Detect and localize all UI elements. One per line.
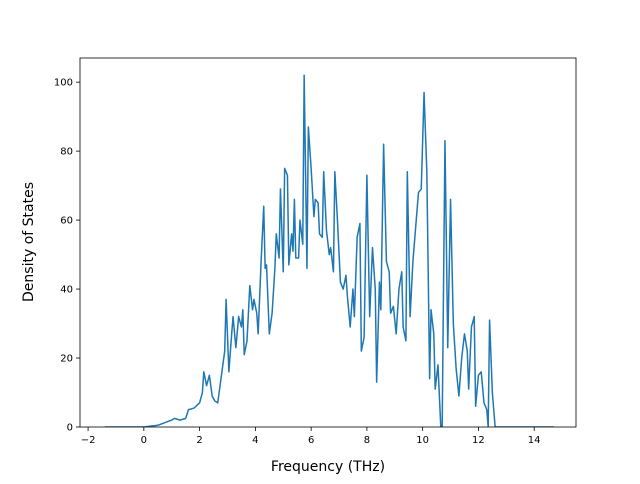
y-tick-label: 100 bbox=[54, 78, 73, 89]
x-tick-label: −2 bbox=[81, 435, 96, 446]
x-tick-label: 0 bbox=[141, 435, 147, 446]
x-tick-label: 12 bbox=[472, 435, 485, 446]
plot-frame bbox=[79, 57, 577, 428]
y-tick-label: 20 bbox=[60, 354, 73, 365]
x-tick-label: 14 bbox=[528, 435, 541, 446]
data-line bbox=[104, 74, 554, 427]
x-tick-label: 10 bbox=[416, 435, 429, 446]
y-axis-label: Density of States bbox=[21, 182, 37, 302]
x-tick-label: 8 bbox=[364, 435, 370, 446]
y-tick-label: 60 bbox=[60, 216, 73, 227]
x-axis-label: Frequency (THz) bbox=[271, 459, 385, 475]
y-tick-label: 80 bbox=[60, 147, 73, 158]
x-tick-label: 2 bbox=[196, 435, 202, 446]
y-tick-label: 40 bbox=[60, 285, 73, 296]
y-tick-label: 0 bbox=[67, 423, 73, 434]
x-tick-label: 6 bbox=[308, 435, 314, 446]
x-tick-label: 4 bbox=[252, 435, 258, 446]
